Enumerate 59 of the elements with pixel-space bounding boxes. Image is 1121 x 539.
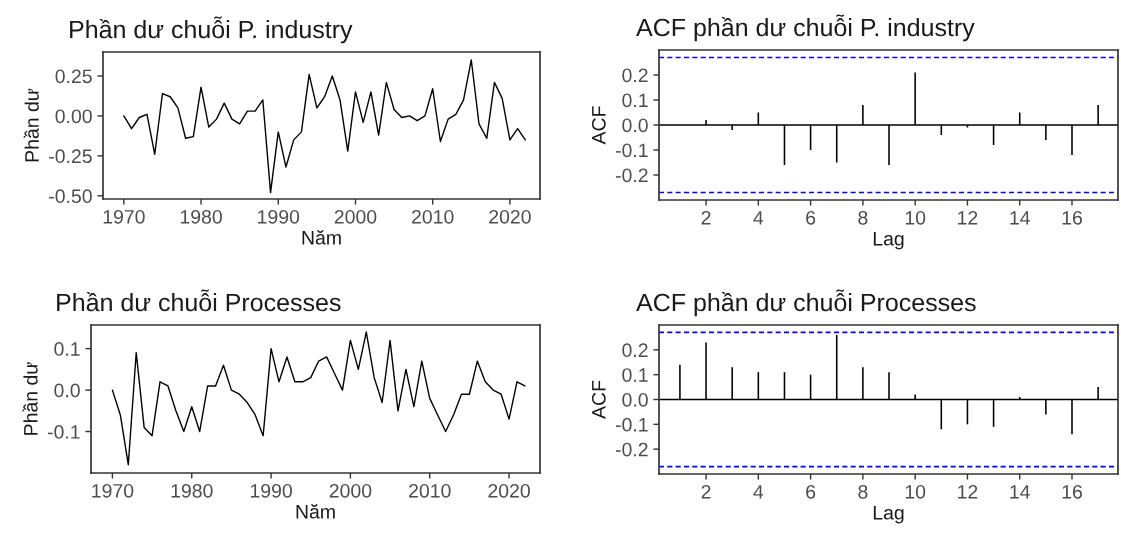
chart-title: ACF phần dư chuỗi P. industry	[636, 14, 975, 42]
x-tick-label: 1980	[171, 483, 213, 498]
x-tick-label: 16	[1062, 484, 1082, 499]
x-tick-label: 16	[1062, 210, 1082, 225]
y-tick-label: 0.2	[622, 68, 648, 83]
x-axis-title: Năm	[302, 230, 341, 245]
x-axis-title: Lag	[873, 506, 904, 524]
y-tick-label: -0.1	[47, 425, 80, 439]
x-tick-label: 2000	[329, 483, 372, 498]
y-tick-label: -0.2	[615, 168, 648, 183]
y-axis-title: ACF	[591, 380, 606, 419]
y-tick-label: 0.0	[54, 383, 80, 398]
x-tick-label: 2020	[488, 483, 530, 498]
x-tick-label: 4	[753, 485, 764, 499]
chart-title: ACF phần dư chuỗi Processes	[636, 289, 976, 317]
y-tick-label: 0.00	[55, 109, 92, 124]
x-tick-label: 12	[958, 484, 978, 499]
x-axis-title: Lag	[873, 232, 904, 250]
x-tick-label: 14	[1010, 211, 1030, 225]
y-tick-label: 0.2	[622, 343, 648, 358]
x-tick-label: 1980	[180, 209, 222, 224]
x-tick-label: 1990	[258, 209, 300, 224]
y-tick-label: -0.25	[49, 149, 92, 164]
y-tick-label: -0.1	[615, 417, 648, 432]
chart-title: Phần dư chuỗi Processes	[57, 289, 341, 312]
x-tick-label: 2	[701, 210, 711, 225]
x-tick-label: 2020	[489, 209, 531, 224]
y-tick-label: -0.50	[49, 189, 92, 204]
x-tick-label: 1990	[250, 483, 292, 498]
line-series	[123, 59, 527, 194]
x-tick-label: 10	[905, 484, 926, 499]
x-tick-label: 8	[858, 210, 868, 225]
y-tick-label: 0.1	[622, 93, 648, 108]
x-tick-label: 2	[701, 484, 711, 499]
y-tick-label: -0.1	[615, 143, 648, 158]
x-tick-label: 6	[806, 210, 816, 225]
x-tick-label: 14	[1010, 485, 1030, 499]
x-tick-label: 12	[958, 210, 978, 225]
x-tick-label: 1970	[103, 209, 145, 224]
x-tick-label: 2010	[409, 483, 451, 498]
y-tick-label: 0.0	[622, 392, 648, 407]
x-axis-title: Năm	[296, 504, 335, 519]
y-axis-title: Phần dư	[22, 362, 38, 435]
x-tick-label: 1970	[92, 483, 134, 498]
x-tick-label: 2000	[334, 209, 377, 224]
x-tick-label: 4	[753, 211, 764, 225]
y-tick-label: 0.0	[622, 118, 648, 133]
y-axis-title: ACF	[591, 106, 606, 145]
line-series	[111, 331, 526, 466]
y-tick-label: 0.1	[54, 342, 80, 356]
y-tick-label: 0.1	[622, 368, 648, 382]
x-tick-label: 8	[858, 484, 868, 499]
y-tick-label: 0.25	[55, 69, 92, 84]
x-tick-label: 6	[806, 484, 816, 499]
x-tick-label: 2010	[412, 209, 454, 224]
y-axis-title: Phần dư	[23, 88, 39, 162]
y-tick-label: -0.2	[615, 442, 648, 457]
chart-title: Phần dư chuỗi P. industry	[70, 16, 353, 44]
x-tick-label: 10	[905, 210, 926, 225]
